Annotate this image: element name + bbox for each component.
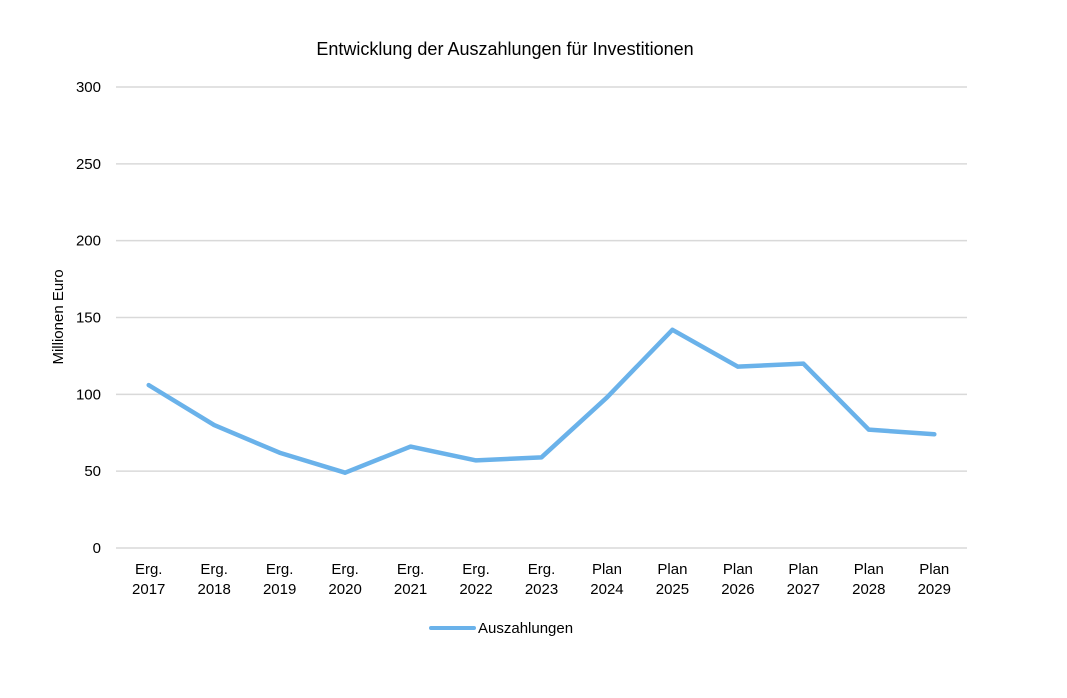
y-tick-label: 150 [76, 310, 101, 327]
x-tick-label: Plan 2028 [852, 561, 885, 598]
y-tick-label: 200 [76, 233, 101, 250]
y-tick-label: 300 [76, 79, 101, 96]
data-point [932, 432, 937, 437]
data-point [801, 361, 806, 366]
legend-label-auszahlungen: Auszahlungen [478, 620, 573, 637]
data-point [539, 455, 544, 460]
data-point [474, 458, 479, 463]
chart-title: Entwicklung der Auszahlungen für Investi… [316, 39, 693, 59]
x-tick-label: Erg. 2020 [328, 561, 361, 598]
x-tick-label: Plan 2024 [590, 561, 623, 598]
x-tick-label: Erg. 2017 [132, 561, 165, 598]
y-tick-label: 50 [84, 463, 101, 480]
x-tick-label: Plan 2025 [656, 561, 689, 598]
data-point [866, 427, 871, 432]
y-axis-label: Millionen Euro [50, 269, 67, 364]
x-tick-label: Plan 2027 [787, 561, 820, 598]
data-point [670, 327, 675, 332]
x-tick-label: Erg. 2019 [263, 561, 296, 598]
data-point [735, 364, 740, 369]
x-tick-label: Erg. 2023 [525, 561, 558, 598]
data-point [408, 444, 413, 449]
legend: Auszahlungen [429, 620, 573, 637]
y-tick-label: 250 [76, 156, 101, 173]
data-point [212, 423, 217, 428]
data-point [277, 450, 282, 455]
data-point [604, 395, 609, 400]
x-tick-label: Plan 2026 [721, 561, 754, 598]
y-tick-label: 100 [76, 386, 101, 403]
x-tick-label: Erg. 2022 [459, 561, 492, 598]
y-tick-label: 0 [93, 540, 101, 557]
data-point [343, 470, 348, 475]
data-point [146, 383, 151, 388]
x-tick-label: Erg. 2021 [394, 561, 427, 598]
x-tick-label: Erg. 2018 [198, 561, 231, 598]
x-tick-label: Plan 2029 [918, 561, 951, 598]
series-line-auszahlungen [146, 327, 937, 475]
